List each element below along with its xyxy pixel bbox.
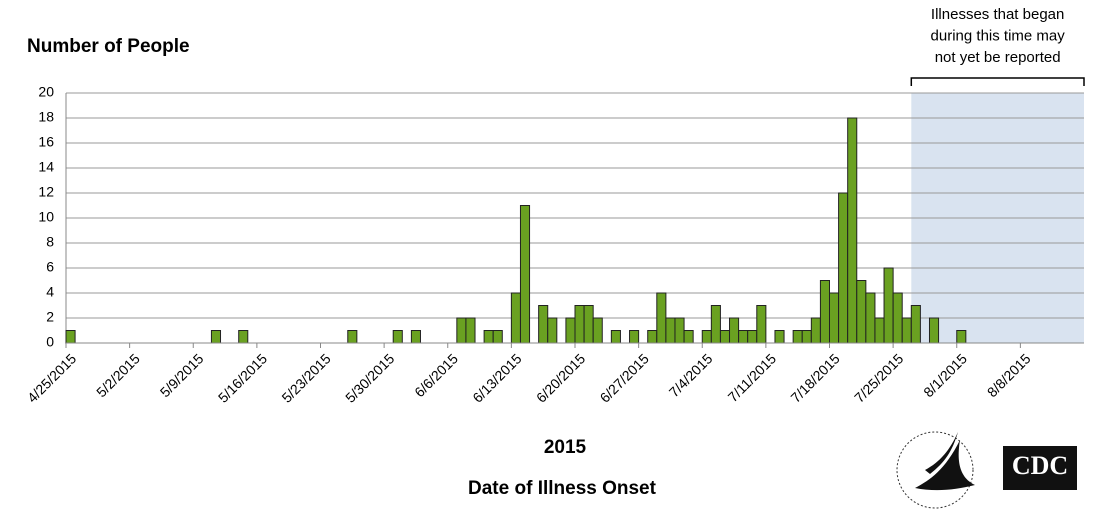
bar — [901, 317, 912, 344]
annotation: during this time may — [931, 27, 1066, 44]
bar — [819, 280, 830, 344]
bar — [674, 317, 685, 344]
hhs-logo — [896, 431, 975, 509]
y-tick-label: 6 — [46, 259, 54, 275]
bar — [829, 292, 840, 344]
bar — [392, 330, 403, 344]
bar — [928, 317, 940, 344]
x-tick-label: 5/2/2015 — [93, 350, 143, 400]
x-tick-label: 5/16/2015 — [215, 350, 271, 406]
bar — [574, 305, 585, 344]
bar — [483, 330, 494, 344]
bar — [856, 280, 867, 344]
y-tick-label: 16 — [38, 134, 54, 150]
bar — [465, 317, 476, 344]
bar — [865, 292, 876, 344]
bar — [492, 330, 503, 344]
bar — [801, 330, 812, 344]
x-tick-label: 6/13/2015 — [469, 350, 525, 406]
bar — [510, 292, 521, 344]
x-tick-label: 6/20/2015 — [533, 350, 589, 406]
bar — [701, 330, 712, 344]
y-tick-label: 18 — [38, 109, 54, 125]
bar — [847, 117, 858, 344]
bar — [647, 330, 658, 344]
x-tick-label: 8/8/2015 — [984, 350, 1034, 400]
bar — [629, 330, 640, 344]
bar — [747, 330, 758, 344]
bar — [756, 305, 767, 344]
bar — [892, 292, 903, 344]
bar — [910, 305, 921, 344]
bar — [210, 330, 222, 344]
annotation: Illnesses that began — [931, 6, 1064, 23]
logo-text: CDC — [1012, 451, 1068, 480]
bar — [656, 292, 667, 344]
bar — [683, 330, 694, 344]
bar — [792, 330, 803, 344]
bar — [810, 317, 821, 344]
y-tick-label: 14 — [38, 159, 54, 175]
x-tick-label: 7/18/2015 — [787, 350, 843, 406]
x-tick-label: 7/4/2015 — [666, 350, 716, 400]
bar — [410, 330, 421, 344]
bar — [738, 330, 749, 344]
bar — [456, 317, 467, 344]
x-tick-label: 6/27/2015 — [597, 350, 653, 406]
y-tick-label: 0 — [46, 334, 54, 350]
bar — [610, 330, 621, 344]
x-tick-label: 5/9/2015 — [157, 350, 207, 400]
bar — [65, 330, 76, 344]
bar — [347, 330, 358, 344]
bar — [956, 330, 967, 344]
bar — [519, 205, 531, 344]
y-tick-label: 10 — [38, 209, 54, 225]
y-tick-label: 2 — [46, 309, 54, 325]
x-tick-label: 6/6/2015 — [411, 350, 461, 400]
x-tick-label: 7/11/2015 — [725, 350, 780, 405]
y-tick-label: 20 — [38, 84, 54, 100]
y-tick-label: 4 — [46, 284, 54, 300]
bar — [665, 317, 676, 344]
bar — [719, 330, 731, 344]
bar — [592, 317, 603, 344]
bar — [565, 317, 576, 344]
x-axis-year: 2015 — [544, 437, 587, 458]
cdc-logo: CDC — [1003, 446, 1077, 490]
y-tick-label: 12 — [38, 184, 54, 200]
annotation-bracket — [910, 77, 1085, 86]
bar — [238, 330, 249, 344]
bar — [583, 305, 594, 344]
x-tick-label: 5/23/2015 — [278, 350, 334, 406]
bar — [538, 305, 549, 344]
x-tick-label: 8/1/2015 — [920, 350, 970, 400]
y-tick-label: 8 — [46, 234, 54, 250]
x-tick-label: 5/30/2015 — [342, 350, 398, 406]
bar — [774, 330, 785, 344]
x-tick-label: 4/25/2015 — [24, 350, 80, 406]
bar — [729, 317, 740, 344]
x-axis-title: Date of Illness Onset — [468, 478, 657, 499]
annotation: not yet be reported — [935, 49, 1061, 66]
chart-title: Number of People — [27, 36, 190, 57]
bar — [874, 317, 885, 344]
bar — [547, 317, 558, 344]
bar — [838, 192, 849, 344]
bar — [710, 305, 721, 344]
bar — [883, 267, 894, 344]
x-tick-label: 7/25/2015 — [851, 350, 907, 406]
